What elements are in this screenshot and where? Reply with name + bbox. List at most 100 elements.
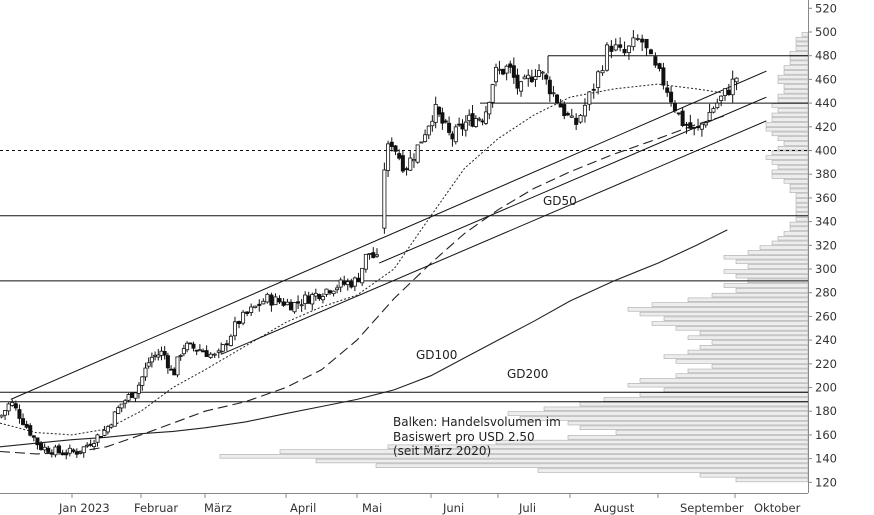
volume-bar-90 bbox=[789, 51, 809, 56]
gd50-line bbox=[0, 83, 728, 436]
candle-body-138 bbox=[493, 66, 498, 83]
candle-body-181 bbox=[665, 87, 670, 93]
candle-body-135 bbox=[483, 111, 488, 124]
candle-body-32 bbox=[112, 411, 117, 427]
candle-body-165 bbox=[596, 71, 601, 88]
y-tick-label-14: 400 bbox=[815, 144, 837, 158]
candle-body-129 bbox=[463, 121, 468, 131]
y-tick-label-4: 200 bbox=[815, 381, 837, 395]
candle-body-39 bbox=[136, 384, 141, 394]
x-tick-label-8: September bbox=[680, 501, 744, 515]
volume-bar-28 bbox=[699, 345, 809, 350]
candle-body-15 bbox=[53, 446, 58, 456]
candle-body-111 bbox=[400, 155, 405, 172]
volume-bar-76 bbox=[771, 117, 809, 122]
candle-body-169 bbox=[613, 44, 618, 51]
candle-body-118 bbox=[426, 125, 431, 136]
candle-body-55 bbox=[188, 342, 193, 345]
y-tick-label-17: 460 bbox=[815, 72, 837, 86]
trend-line-0 bbox=[10, 70, 767, 400]
candle-body-105 bbox=[374, 254, 379, 257]
volume-bar-43 bbox=[735, 273, 809, 279]
candle-body-167 bbox=[604, 44, 609, 71]
candle-body-50 bbox=[172, 368, 177, 376]
volume-bar-26 bbox=[663, 354, 809, 359]
volume-bar-30 bbox=[687, 335, 809, 340]
volume-bar-55 bbox=[795, 217, 809, 222]
candle-body-16 bbox=[57, 445, 62, 454]
candle-body-92 bbox=[328, 290, 333, 294]
candle-body-166 bbox=[600, 70, 605, 74]
x-tick-label-2: März bbox=[204, 501, 232, 515]
candle-body-148 bbox=[529, 76, 534, 83]
volume-profile bbox=[219, 32, 809, 483]
gd100-line bbox=[0, 114, 728, 455]
candle-body-152 bbox=[544, 74, 549, 80]
volume-bar-54 bbox=[789, 221, 809, 227]
volume-bar-75 bbox=[765, 122, 809, 127]
volume-bar-38 bbox=[687, 297, 809, 302]
volume-bar-52 bbox=[783, 231, 809, 236]
volume-bar-23 bbox=[687, 368, 809, 374]
candlesticks bbox=[0, 30, 739, 460]
volume-bar-70 bbox=[777, 145, 809, 151]
candle-body-162 bbox=[582, 104, 587, 117]
candle-body-145 bbox=[519, 81, 524, 92]
y-tick-label-0: 120 bbox=[815, 475, 837, 489]
candle-body-171 bbox=[622, 48, 627, 54]
x-tick-labels: Jan 2023 Februar März April Mai Juni Juli Augus… bbox=[58, 493, 801, 515]
volume-bar-66 bbox=[777, 164, 809, 170]
volume-bar-68 bbox=[765, 155, 809, 160]
volume-bar-41 bbox=[723, 283, 809, 288]
volume-bar-19 bbox=[663, 387, 809, 393]
candle-body-161 bbox=[578, 115, 583, 123]
candle-body-38 bbox=[133, 392, 138, 399]
candle-body-157 bbox=[562, 104, 567, 117]
candle-body-132 bbox=[473, 118, 478, 127]
candle-body-133 bbox=[477, 118, 482, 121]
candle-body-136 bbox=[487, 102, 492, 115]
candle-body-25 bbox=[88, 443, 93, 446]
candle-body-131 bbox=[470, 113, 475, 127]
candle-body-93 bbox=[331, 290, 336, 295]
candle-body-150 bbox=[537, 69, 542, 77]
candle-body-184 bbox=[676, 112, 681, 115]
volume-bar-34 bbox=[663, 316, 809, 321]
volume-bar-89 bbox=[789, 55, 809, 61]
candle-body-48 bbox=[165, 355, 170, 369]
candle-body-130 bbox=[467, 114, 472, 122]
candle-body-97 bbox=[345, 281, 350, 286]
volume-bar-87 bbox=[783, 65, 809, 70]
candle-body-43 bbox=[149, 356, 154, 363]
y-tick-label-7: 260 bbox=[815, 309, 837, 323]
volume-bar-85 bbox=[777, 74, 809, 80]
x-tick-label-5: Juni bbox=[442, 501, 464, 515]
volume-bar-84 bbox=[777, 79, 809, 84]
candle-body-7 bbox=[24, 423, 29, 428]
candle-body-106 bbox=[382, 169, 387, 229]
candle-body-23 bbox=[81, 446, 86, 454]
y-tick-label-1: 140 bbox=[815, 452, 837, 466]
y-tick-label-15: 420 bbox=[815, 120, 837, 134]
candle-body-80 bbox=[285, 301, 290, 306]
candle-body-139 bbox=[497, 68, 502, 71]
candle-body-146 bbox=[522, 76, 527, 80]
volume-bar-81 bbox=[777, 93, 809, 99]
candle-body-189 bbox=[696, 126, 701, 129]
candle-body-143 bbox=[511, 65, 516, 78]
chart-labels: GD50 GD100 GD200 Balken: Handelsvolumen … bbox=[393, 194, 577, 458]
candle-body-141 bbox=[504, 65, 509, 74]
candle-body-153 bbox=[547, 79, 552, 95]
trend-channels bbox=[10, 70, 767, 400]
volume-bar-31 bbox=[699, 330, 809, 336]
candle-body-158 bbox=[565, 113, 570, 116]
candle-body-11 bbox=[39, 443, 44, 450]
candle-body-120 bbox=[433, 104, 438, 123]
candle-body-90 bbox=[320, 296, 325, 301]
volume-bar-11 bbox=[579, 425, 809, 430]
candle-body-175 bbox=[640, 38, 645, 43]
volume-bar-35 bbox=[639, 311, 809, 317]
candle-body-24 bbox=[85, 444, 90, 447]
y-tick-labels: 120 140 160 180 200 220 240 260 280 300 320 340 360 3… bbox=[808, 1, 837, 489]
